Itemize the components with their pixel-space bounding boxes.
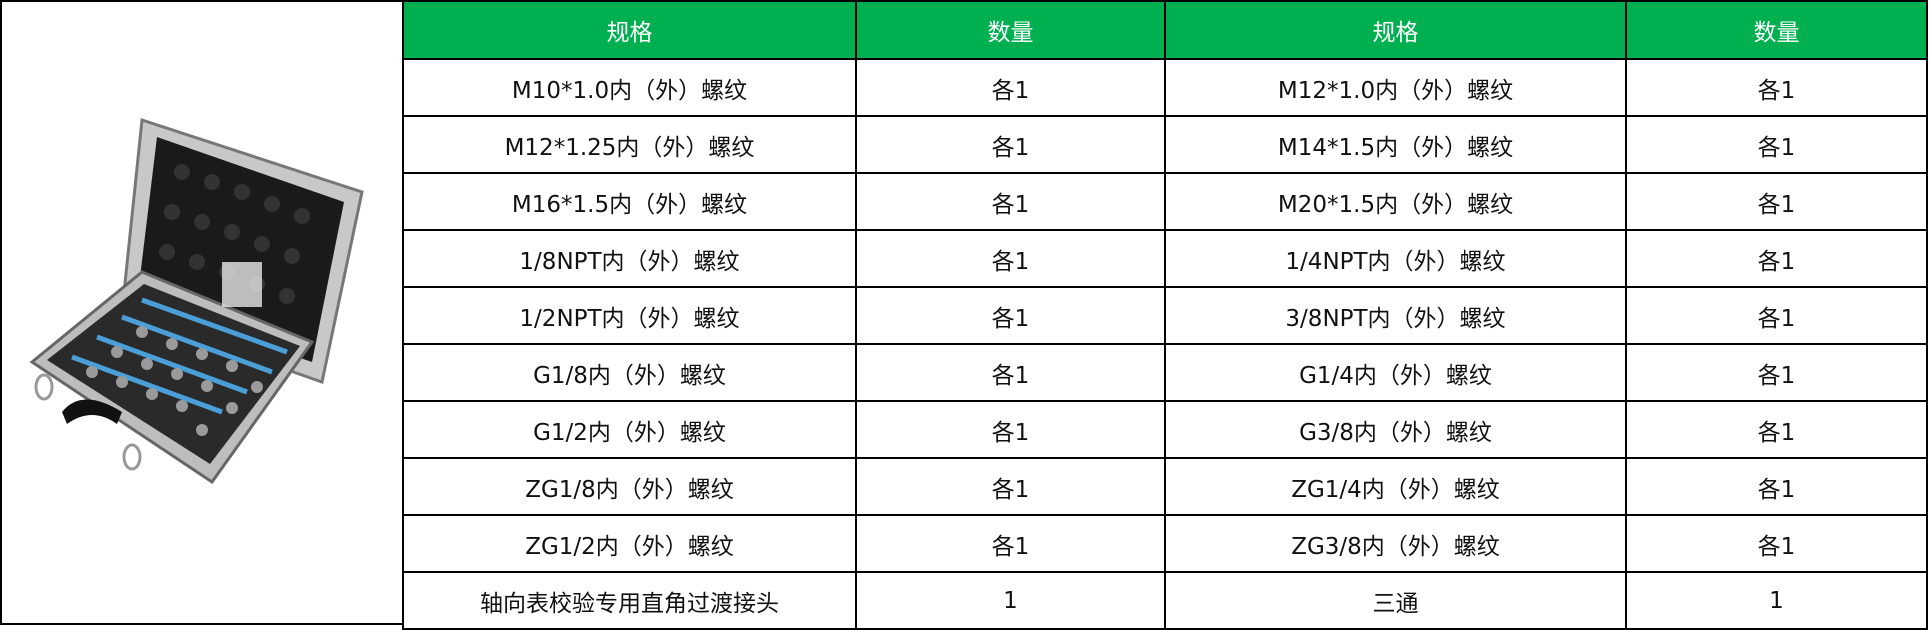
spec-cell: 三通: [1164, 571, 1627, 630]
quantity-cell: 各1: [1625, 457, 1928, 516]
quantity-cell: 各1: [855, 115, 1166, 174]
table-row: ZG1/8内（外）螺纹 各1 ZG1/4内（外）螺纹 各1: [402, 457, 1928, 516]
spec-cell: M10*1.0内（外）螺纹: [402, 58, 857, 117]
table-row: M10*1.0内（外）螺纹 各1 M12*1.0内（外）螺纹 各1: [402, 58, 1928, 117]
quantity-cell: 各1: [855, 58, 1166, 117]
spec-cell: ZG1/4内（外）螺纹: [1164, 457, 1627, 516]
quantity-cell: 各1: [855, 343, 1166, 402]
quantity-cell: 各1: [855, 172, 1166, 231]
quantity-cell: 各1: [855, 286, 1166, 345]
spec-cell: M12*1.0内（外）螺纹: [1164, 58, 1627, 117]
table-row: M16*1.5内（外）螺纹 各1 M20*1.5内（外）螺纹 各1: [402, 172, 1928, 231]
header-spec: 规格: [1164, 0, 1627, 60]
table-row: M12*1.25内（外）螺纹 各1 M14*1.5内（外）螺纹 各1: [402, 115, 1928, 174]
product-image-cell: [0, 0, 403, 625]
spec-cell: G1/2内（外）螺纹: [402, 400, 857, 459]
spec-cell: G3/8内（外）螺纹: [1164, 400, 1627, 459]
quantity-cell: 各1: [1625, 115, 1928, 174]
quantity-cell: 各1: [1625, 343, 1928, 402]
quantity-cell: 各1: [1625, 229, 1928, 288]
quantity-cell: 各1: [855, 514, 1166, 573]
header-quantity: 数量: [1625, 0, 1928, 60]
product-case-image: [29, 117, 364, 485]
quantity-cell: 各1: [1625, 58, 1928, 117]
spec-table: 规格 数量 规格 数量 M10*1.0内（外）螺纹 各1 M12*1.0内（外）螺纹…: [402, 0, 1928, 630]
spec-cell: 3/8NPT内（外）螺纹: [1164, 286, 1627, 345]
spec-cell: M20*1.5内（外）螺纹: [1164, 172, 1627, 231]
header-quantity: 数量: [855, 0, 1166, 60]
spec-cell: 1/8NPT内（外）螺纹: [402, 229, 857, 288]
quantity-cell: 1: [1625, 571, 1928, 630]
quantity-cell: 各1: [855, 457, 1166, 516]
quantity-cell: 各1: [1625, 514, 1928, 573]
spec-cell: G1/8内（外）螺纹: [402, 343, 857, 402]
table-row: 1/8NPT内（外）螺纹 各1 1/4NPT内（外）螺纹 各1: [402, 229, 1928, 288]
spec-cell: ZG1/8内（外）螺纹: [402, 457, 857, 516]
table-row: G1/2内（外）螺纹 各1 G3/8内（外）螺纹 各1: [402, 400, 1928, 459]
quantity-cell: 各1: [1625, 400, 1928, 459]
table-header-row: 规格 数量 规格 数量: [402, 0, 1928, 60]
spec-cell: M14*1.5内（外）螺纹: [1164, 115, 1627, 174]
spec-cell: 轴向表校验专用直角过渡接头: [402, 571, 857, 630]
spec-cell: ZG1/2内（外）螺纹: [402, 514, 857, 573]
spec-cell: ZG3/8内（外）螺纹: [1164, 514, 1627, 573]
table-row: 轴向表校验专用直角过渡接头 1 三通 1: [402, 571, 1928, 630]
spec-cell: G1/4内（外）螺纹: [1164, 343, 1627, 402]
table-row: ZG1/2内（外）螺纹 各1 ZG3/8内（外）螺纹 各1: [402, 514, 1928, 573]
quantity-cell: 各1: [855, 229, 1166, 288]
table-row: 1/2NPT内（外）螺纹 各1 3/8NPT内（外）螺纹 各1: [402, 286, 1928, 345]
header-spec: 规格: [402, 0, 857, 60]
spec-cell: 1/4NPT内（外）螺纹: [1164, 229, 1627, 288]
spec-cell: M12*1.25内（外）螺纹: [402, 115, 857, 174]
quantity-cell: 各1: [855, 400, 1166, 459]
spec-cell: M16*1.5内（外）螺纹: [402, 172, 857, 231]
quantity-cell: 各1: [1625, 286, 1928, 345]
quantity-cell: 1: [855, 571, 1166, 630]
spec-cell: 1/2NPT内（外）螺纹: [402, 286, 857, 345]
table-row: G1/8内（外）螺纹 各1 G1/4内（外）螺纹 各1: [402, 343, 1928, 402]
quantity-cell: 各1: [1625, 172, 1928, 231]
